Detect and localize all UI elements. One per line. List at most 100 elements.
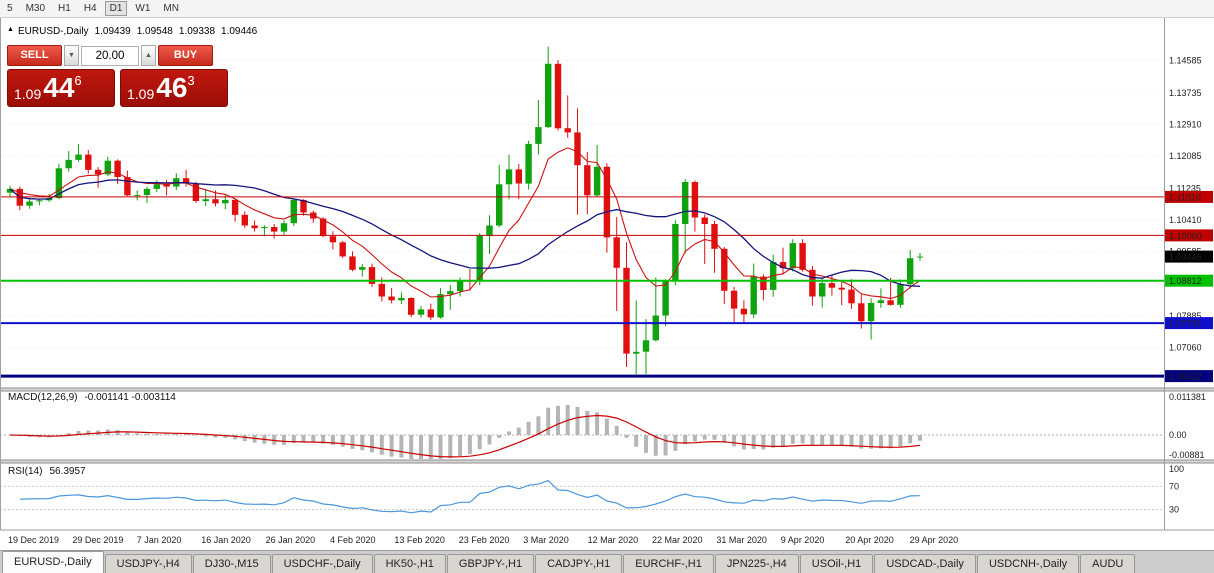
rsi-indicator-label: RSI(14) 56.3957 (8, 466, 86, 477)
price-chart-svg[interactable]: 1.14585 1.13735 1.12910 1.12085 1.11235 1.104… (0, 18, 1214, 550)
macd-indicator-label: MACD(12,26,9) -0.001141 -0.003114 (8, 392, 176, 403)
rsi-scale-labels: 100 70 30 (1169, 464, 1184, 515)
timeframe-button-m30[interactable]: M30 (25, 3, 46, 14)
buy-button[interactable]: BUY (158, 45, 213, 66)
oneclick-price-row: 1.09 44 6 1.09 46 3 (7, 69, 228, 107)
ma-fast-line (9, 147, 921, 300)
symbol-info-line: ▲ EURUSD-,Daily 1.09439 1.09548 1.09338 … (7, 26, 258, 37)
buy-price-prefix: 1.09 (127, 86, 155, 102)
volume-down-icon: ▼ (68, 52, 75, 59)
chart-tab-gbpjpy-h1[interactable]: GBPJPY-,H1 (446, 554, 535, 573)
macd-histogram (17, 405, 922, 459)
svg-text:0.011381: 0.011381 (1169, 392, 1206, 402)
chart-tab-usdcnh-daily[interactable]: USDCNH-,Daily (976, 554, 1080, 573)
svg-text:100: 100 (1169, 464, 1184, 474)
sell-price-prefix: 1.09 (14, 86, 42, 102)
sell-price-big: 44 (43, 72, 75, 103)
chart-tab-usdchf-daily[interactable]: USDCHF-,Daily (271, 554, 373, 573)
high-value: 1.09548 (136, 26, 173, 37)
svg-text:1.07060: 1.07060 (1169, 343, 1202, 353)
svg-text:0.00: 0.00 (1169, 430, 1187, 440)
timeframe-button-mn[interactable]: MN (163, 3, 179, 14)
ma-slow-line (9, 179, 921, 287)
volume-decrease-button[interactable]: ▼ (64, 45, 79, 66)
svg-text:26 Jan 2020: 26 Jan 2020 (266, 535, 316, 545)
svg-text:1.10000: 1.10000 (1169, 231, 1202, 241)
buy-price-display[interactable]: 1.09 46 3 (120, 69, 228, 107)
svg-text:13 Feb 2020: 13 Feb 2020 (394, 535, 445, 545)
chart-tab-usdcad-daily[interactable]: USDCAD-,Daily (874, 554, 976, 573)
price-tags-layer: 1.11010 1.10000 1.09446 1.08812 1.07701 1.063… (1165, 190, 1213, 383)
volume-input[interactable]: 20.00 (81, 45, 139, 66)
svg-text:7 Jan 2020: 7 Jan 2020 (137, 535, 182, 545)
buy-price-big: 46 (156, 72, 188, 103)
chart-tab-eurchf-h1[interactable]: EURCHF-,H1 (623, 554, 714, 573)
chart-tab-audu[interactable]: AUDU (1080, 554, 1136, 573)
chart-canvas[interactable]: 1.14585 1.13735 1.12910 1.12085 1.11235 1.104… (0, 18, 1214, 550)
rsi-value: 56.3957 (49, 466, 86, 477)
svg-text:1.12085: 1.12085 (1169, 151, 1202, 161)
svg-text:9 Apr 2020: 9 Apr 2020 (781, 535, 825, 545)
oneclick-trade-row: SELL ▼ 20.00 ▲ BUY (7, 45, 213, 66)
svg-text:1.08812: 1.08812 (1169, 276, 1202, 286)
rsi-name: RSI(14) (8, 466, 43, 477)
svg-text:1.07701: 1.07701 (1169, 319, 1202, 329)
rsi-line (19, 479, 921, 514)
chart-tab-dj30-m15[interactable]: DJ30-,M15 (192, 554, 271, 573)
svg-text:22 Mar 2020: 22 Mar 2020 (652, 535, 703, 545)
level-lines-layer (0, 196, 1164, 378)
panel-separators (0, 18, 1214, 531)
candles-layer (6, 46, 924, 375)
grid-layer (0, 60, 1164, 511)
chart-tabs-bar: EURUSD-,Daily USDJPY-,H4 DJ30-,M15 USDCHF-,… (0, 550, 1214, 573)
svg-text:1.11235: 1.11235 (1169, 183, 1201, 193)
open-value: 1.09439 (94, 26, 131, 37)
svg-text:1.10410: 1.10410 (1169, 215, 1202, 225)
macd-scale-labels: 0.011381 0.00 -0.00881 (1169, 392, 1206, 460)
low-value: 1.09338 (178, 26, 216, 37)
date-axis-labels: 19 Dec 2019 29 Dec 2019 7 Jan 2020 16 Jan 2… (8, 535, 958, 545)
svg-text:16 Jan 2020: 16 Jan 2020 (201, 535, 251, 545)
close-value: 1.09446 (221, 26, 258, 37)
macd-values: -0.001141 -0.003114 (84, 392, 176, 403)
svg-text:3 Mar 2020: 3 Mar 2020 (523, 535, 569, 545)
svg-text:29 Apr 2020: 29 Apr 2020 (910, 535, 959, 545)
svg-text:1.11010: 1.11010 (1169, 192, 1201, 202)
sell-price-display[interactable]: 1.09 44 6 (7, 69, 115, 107)
volume-increase-button[interactable]: ▲ (141, 45, 156, 66)
chart-tab-cadjpy-h1[interactable]: CADJPY-,H1 (535, 554, 623, 573)
svg-text:1.12910: 1.12910 (1169, 119, 1202, 129)
timeframe-toolbar: 5 M30 H1 H4 D1 W1 MN (0, 0, 1214, 18)
timeframe-button-h4[interactable]: H4 (83, 3, 97, 14)
svg-text:1.14585: 1.14585 (1169, 56, 1202, 66)
svg-text:1.13735: 1.13735 (1169, 88, 1202, 98)
sell-button[interactable]: SELL (7, 45, 62, 66)
svg-text:20 Apr 2020: 20 Apr 2020 (845, 535, 894, 545)
chart-tab-hk50-h1[interactable]: HK50-,H1 (373, 554, 446, 573)
volume-up-icon: ▲ (145, 52, 152, 59)
timeframe-button-h1[interactable]: H1 (58, 3, 71, 14)
macd-name: MACD(12,26,9) (8, 392, 78, 403)
svg-text:1.07885: 1.07885 (1169, 311, 1202, 321)
svg-text:4 Feb 2020: 4 Feb 2020 (330, 535, 376, 545)
timeframe-button-w1[interactable]: W1 (135, 3, 151, 14)
svg-text:12 Mar 2020: 12 Mar 2020 (588, 535, 639, 545)
chart-tab-jpn225-h4[interactable]: JPN225-,H4 (714, 554, 799, 573)
svg-text:19 Dec 2019: 19 Dec 2019 (8, 535, 59, 545)
svg-text:-0.00881: -0.00881 (1169, 450, 1205, 460)
chart-tab-eurusd-daily[interactable]: EURUSD-,Daily (2, 551, 104, 573)
svg-text:29 Dec 2019: 29 Dec 2019 (72, 535, 123, 545)
svg-text:1.09446: 1.09446 (1169, 252, 1202, 262)
chart-tab-usdjpy-h4[interactable]: USDJPY-,H4 (104, 554, 192, 573)
svg-text:1.06312: 1.06312 (1169, 372, 1202, 382)
buy-price-pip: 3 (187, 73, 195, 88)
timeframe-button-5[interactable]: 5 (7, 3, 13, 14)
svg-text:30: 30 (1169, 505, 1179, 515)
svg-text:23 Feb 2020: 23 Feb 2020 (459, 535, 510, 545)
timeframe-button-d1[interactable]: D1 (104, 1, 128, 16)
oneclick-collapse-icon[interactable]: ▲ (7, 26, 14, 33)
sell-price-pip: 6 (74, 73, 82, 88)
svg-text:70: 70 (1169, 481, 1179, 491)
chart-tab-usoil-h1[interactable]: USOil-,H1 (799, 554, 874, 573)
